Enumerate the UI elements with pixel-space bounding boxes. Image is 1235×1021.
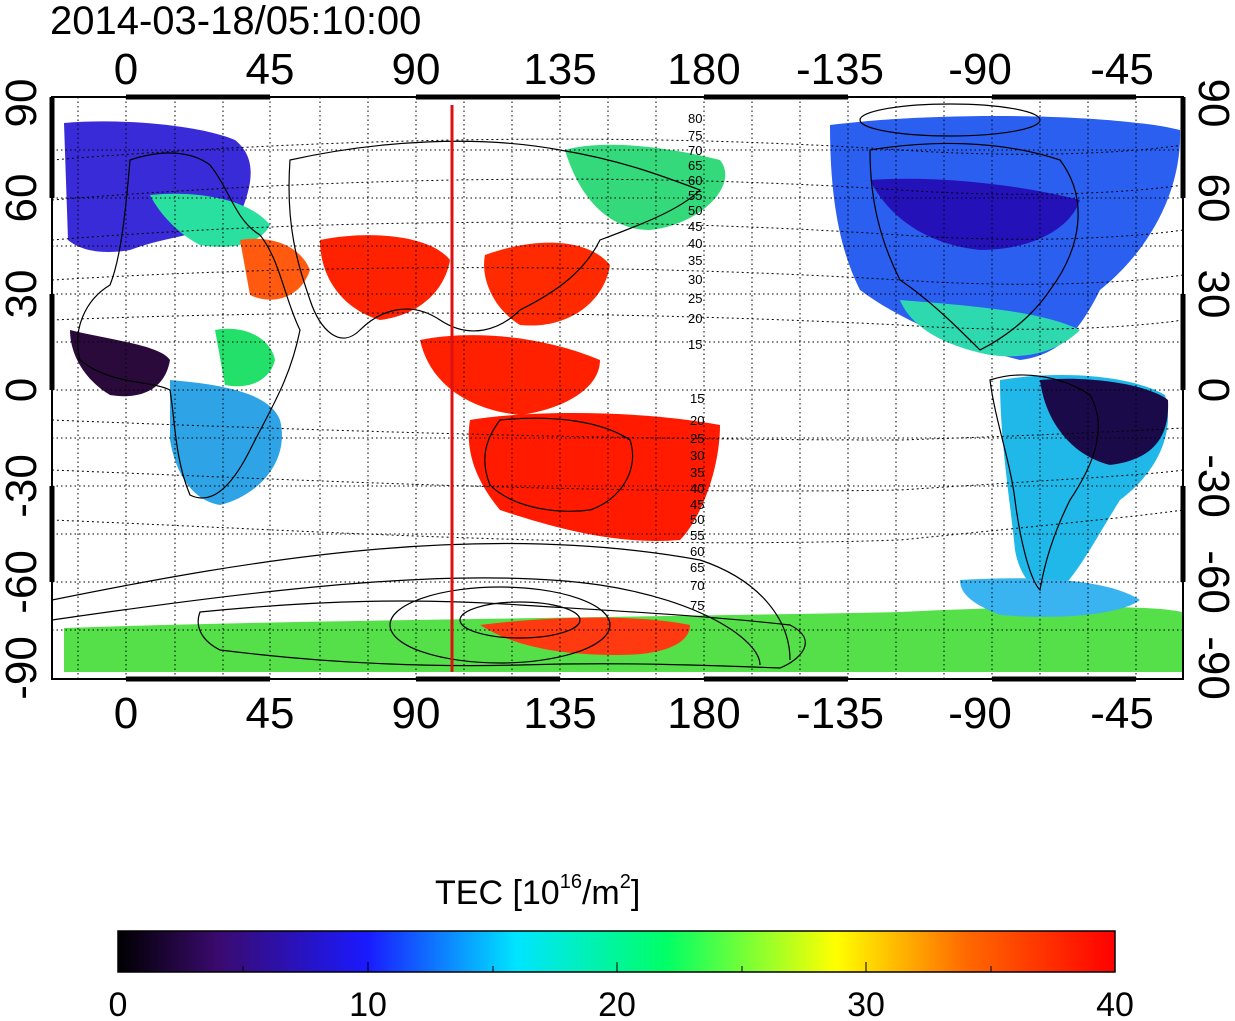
lat-tick-label: -60 [1189, 550, 1235, 614]
lat-tick-label: -90 [0, 636, 46, 700]
lon-tick-label: 0 [114, 45, 138, 94]
contour-labels-south: 15 20 25 30 35 40 45 50 55 60 65 70 75 [690, 391, 704, 613]
contour-label: 55 [688, 188, 702, 203]
lon-ticks-bottom: 0 45 90 135 180 -135 -90 -45 [114, 689, 1154, 738]
contour-label: 55 [690, 528, 704, 543]
coastlines [77, 140, 1099, 669]
contour-label: 60 [688, 173, 702, 188]
tec-patch-africa-green [215, 328, 275, 387]
lon-tick-label: 180 [667, 689, 740, 738]
lat-tick-label: 30 [1189, 270, 1235, 319]
lon-tick-label: -135 [796, 689, 884, 738]
contour-label: 50 [690, 512, 704, 527]
tec-patch-brazil-dark [1040, 378, 1169, 465]
lon-tick-label: 45 [246, 45, 295, 94]
lon-tick-label: 135 [523, 689, 596, 738]
lat-tick-label: -30 [0, 454, 46, 518]
tec-patch-central-america [900, 300, 1080, 357]
tec-patch-maritime-red [420, 335, 600, 415]
contour-label: 15 [688, 337, 702, 352]
colorbar-tick-label: 0 [109, 986, 128, 1021]
contour-label: 40 [688, 236, 702, 251]
southern-auroral-contours [52, 103, 1041, 666]
contour-label: 20 [688, 311, 702, 326]
map-area: 80 75 70 65 60 55 50 45 40 35 30 25 20 1… [0, 45, 1235, 738]
tec-patch-oceania-red [468, 413, 720, 541]
lat-tick-label: -90 [1189, 636, 1235, 700]
colorbar-title: TEC [1016/m2] [435, 871, 640, 912]
lon-tick-label: 0 [114, 689, 138, 738]
tec-patch-india-red [320, 235, 450, 320]
lon-tick-label: -45 [1090, 689, 1154, 738]
contour-label: 30 [688, 272, 702, 287]
contour-label: 45 [690, 497, 704, 512]
tec-patch-arctic-east [565, 144, 726, 230]
lat-tick-label: 60 [0, 174, 46, 223]
colorbar-tick-label: 20 [598, 986, 636, 1021]
lon-ticks-top: 0 45 90 135 180 -135 -90 -45 [114, 45, 1154, 94]
lat-tick-label: 30 [0, 270, 46, 319]
contour-label: 65 [688, 158, 702, 173]
contour-label: 75 [688, 128, 702, 143]
contour-label: 50 [688, 203, 702, 218]
contour-label: 35 [690, 465, 704, 480]
lat-tick-label: 60 [1189, 174, 1235, 223]
tec-patch-antarctic-blue [960, 578, 1140, 617]
tec-data-patches [64, 115, 1182, 672]
contour-label: 45 [688, 219, 702, 234]
tec-patch-north-america-dark [870, 178, 1080, 250]
colorbar-tick-label: 30 [847, 986, 885, 1021]
lon-tick-label: -45 [1090, 45, 1154, 94]
lat-tick-label: -60 [0, 550, 46, 614]
lon-tick-label: -135 [796, 45, 884, 94]
contour-label: 65 [690, 560, 704, 575]
lat-tick-label: 90 [1189, 79, 1235, 128]
map-title: 2014-03-18/05:10:00 [50, 0, 421, 43]
lat-tick-label: 90 [0, 79, 46, 128]
colorbar-tick-label: 10 [349, 986, 387, 1021]
contour-labels-north: 80 75 70 65 60 55 50 45 40 35 30 25 20 1… [688, 111, 702, 352]
contour-label: 70 [690, 578, 704, 593]
lat-ticks-right: 90 60 30 0 -30 -60 -90 [1189, 79, 1235, 700]
colorbar-tick-label: 40 [1096, 986, 1134, 1021]
lat-tick-label: -30 [1189, 454, 1235, 518]
contour-label: 15 [690, 391, 704, 406]
contour-label: 20 [690, 413, 704, 428]
colorbar-minor-ticks [242, 962, 992, 972]
tec-patch-mideast [240, 238, 310, 300]
colorbar: TEC [1016/m2] 0 10 20 30 40 [109, 871, 1134, 1021]
contour-label: 75 [690, 598, 704, 613]
contour-label: 25 [688, 291, 702, 306]
tec-patch-europe-green [150, 193, 270, 247]
contour-label: 30 [690, 448, 704, 463]
lon-tick-label: 45 [246, 689, 295, 738]
lon-tick-label: 135 [523, 45, 596, 94]
lon-tick-label: 90 [392, 45, 441, 94]
contour-label: 70 [688, 143, 702, 158]
tec-patch-east-asia [484, 242, 610, 326]
frame-tick-bars [49, 94, 1186, 682]
tec-patch-africa-south [170, 380, 282, 505]
magnetic-latitude-contours [52, 138, 1183, 544]
contour-label: 60 [690, 544, 704, 559]
contour-label: 35 [688, 253, 702, 268]
lon-tick-label: -90 [948, 45, 1012, 94]
lat-tick-label: 0 [1189, 378, 1235, 402]
contour-label: 40 [690, 481, 704, 496]
lon-tick-label: -90 [948, 689, 1012, 738]
tec-patch-africa-west [70, 330, 170, 397]
lon-tick-label: 90 [392, 689, 441, 738]
lat-ticks-left: 90 60 30 0 -30 -60 -90 [0, 79, 46, 700]
contour-label: 80 [688, 111, 702, 126]
colorbar-ticks: 0 10 20 30 40 [109, 986, 1134, 1021]
lon-tick-label: 180 [667, 45, 740, 94]
contour-label: 25 [690, 431, 704, 446]
lat-tick-label: 0 [0, 378, 46, 402]
tec-patch-antarctic-red [480, 617, 690, 655]
